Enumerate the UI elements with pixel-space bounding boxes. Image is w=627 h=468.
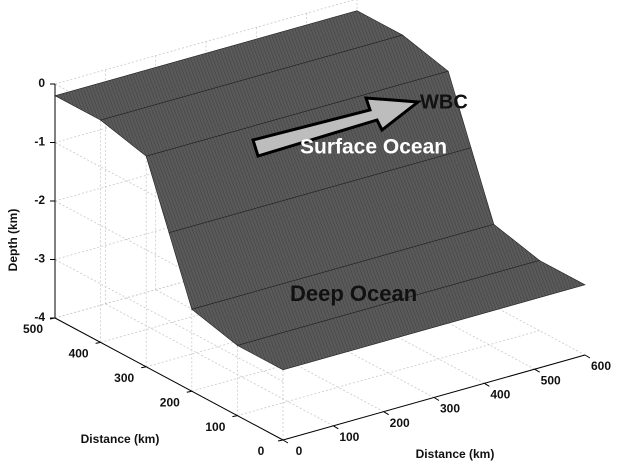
surface	[54, 10, 586, 371]
grid-line	[237, 330, 540, 416]
grid-line	[54, 200, 284, 324]
tick-mark	[333, 425, 339, 430]
z-axis-label: Depth (km)	[6, 209, 20, 272]
tick-mark	[232, 415, 238, 418]
tick-mark	[534, 368, 540, 373]
annotation: Surface Ocean	[300, 136, 447, 159]
y-tick-label: 0	[258, 444, 265, 458]
z-tick-label: -4	[34, 310, 45, 324]
tick-mark	[433, 397, 440, 401]
x-tick-label: 500	[541, 373, 561, 387]
tick-mark	[282, 439, 289, 444]
axis-line	[282, 354, 586, 441]
z-tick-label: -1	[34, 135, 45, 149]
tick-mark	[141, 366, 147, 369]
grid-line	[105, 303, 334, 427]
y-tick-label: 200	[160, 395, 180, 409]
z-tick-label: -2	[34, 193, 45, 207]
grid-line	[54, 259, 284, 382]
surface-mesh	[191, 224, 540, 346]
y-tick-label: 500	[23, 322, 43, 336]
tick-mark	[383, 411, 389, 416]
x-tick-label: 400	[490, 388, 510, 402]
tick-mark	[584, 354, 591, 359]
x-tick-label: 600	[591, 359, 611, 373]
tick-mark	[95, 341, 101, 344]
y-tick-label: 300	[114, 371, 134, 385]
tick-mark	[484, 382, 490, 387]
annotation: WBC	[420, 91, 468, 113]
y-tick-label: 400	[69, 347, 89, 361]
wbc-arrow	[251, 96, 422, 158]
x-tick-label: 200	[390, 416, 410, 430]
tick-mark	[277, 439, 284, 442]
x-tick-label: 0	[296, 444, 303, 458]
z-tick-label: -3	[34, 252, 45, 266]
x-tick-label: 100	[339, 430, 359, 444]
z-tick-label: 0	[38, 76, 45, 90]
surface-mesh	[169, 147, 494, 310]
annotation: Deep Ocean	[290, 281, 417, 306]
axis-line	[54, 317, 284, 441]
surface-mesh	[100, 35, 449, 157]
y-tick-label: 100	[205, 420, 225, 434]
surface-mesh	[237, 260, 585, 370]
surface-mesh	[55, 10, 403, 121]
x-tick-label: 300	[440, 402, 460, 416]
x-axis-label: Distance (km)	[416, 447, 495, 461]
tick-mark	[186, 390, 192, 393]
grid-line	[54, 0, 355, 85]
y-axis-label: Distance (km)	[81, 432, 160, 446]
